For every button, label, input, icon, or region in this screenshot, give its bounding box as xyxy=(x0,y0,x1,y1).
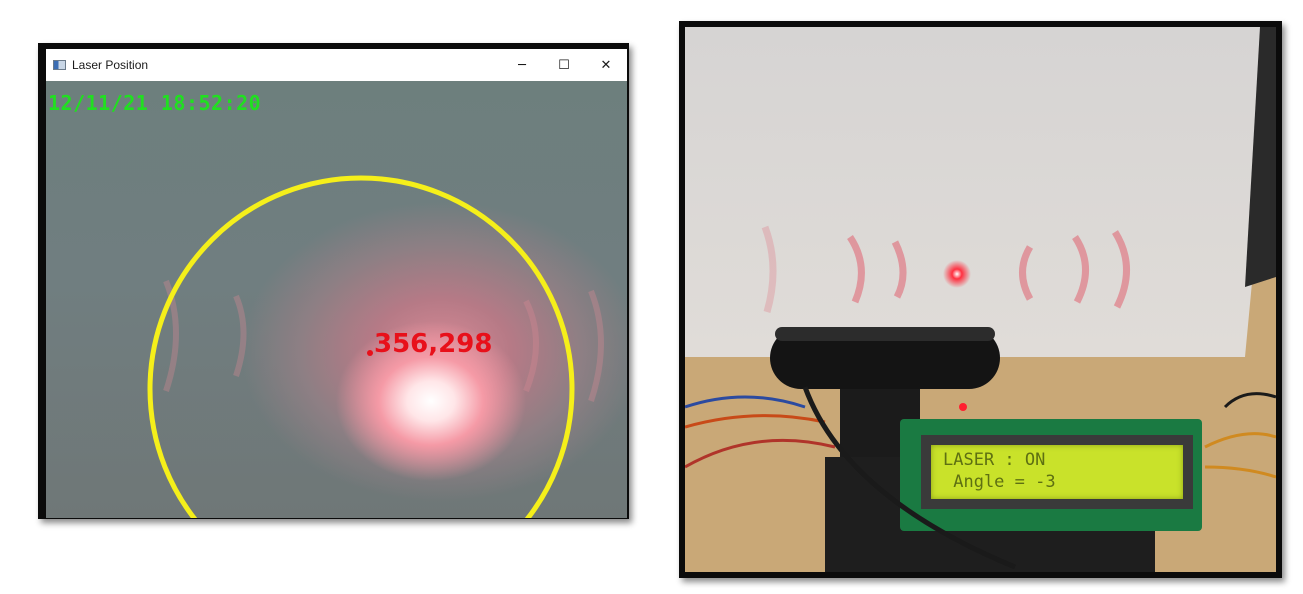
timestamp: 12/11/21 18:52:20 xyxy=(48,91,262,115)
projection-board xyxy=(685,27,1276,357)
app-icon xyxy=(53,60,66,70)
lcd-line-1: LASER : ON xyxy=(943,450,1046,470)
minimize-button[interactable]: ─ xyxy=(518,57,526,73)
laser-spot xyxy=(336,321,526,481)
center-marker-dot xyxy=(367,350,373,356)
lcd-display: LASER : ON Angle = -3 xyxy=(931,445,1183,499)
diffraction-rings xyxy=(163,279,604,402)
window-controls: ─ ☐ ✕ xyxy=(501,49,627,81)
maximize-button[interactable]: ☐ xyxy=(558,57,570,73)
laser-diode-led xyxy=(959,403,967,411)
lcd-line-2: Angle = -3 xyxy=(943,472,1056,492)
camera-feed: 12/11/21 18:52:20 356,298 xyxy=(46,81,627,518)
window-title: Laser Position xyxy=(72,58,149,72)
board-edge xyxy=(1245,27,1276,287)
hardware-photo: LASER : ON Angle = -3 xyxy=(679,21,1282,578)
close-button[interactable]: ✕ xyxy=(600,57,612,73)
laser-dot xyxy=(943,260,971,288)
detection-circle xyxy=(147,175,575,518)
webcam xyxy=(770,327,1000,389)
wires xyxy=(685,386,1276,570)
camera-overlay-graphics xyxy=(147,175,604,518)
laser-coordinates: 356,298 xyxy=(374,329,493,359)
diffraction-pattern xyxy=(761,225,1130,313)
photo-scene: LASER : ON Angle = -3 xyxy=(685,27,1276,572)
laser-position-window: Laser Position ─ ☐ ✕ xyxy=(38,43,629,519)
title-bar[interactable]: Laser Position ─ ☐ ✕ xyxy=(46,49,627,81)
